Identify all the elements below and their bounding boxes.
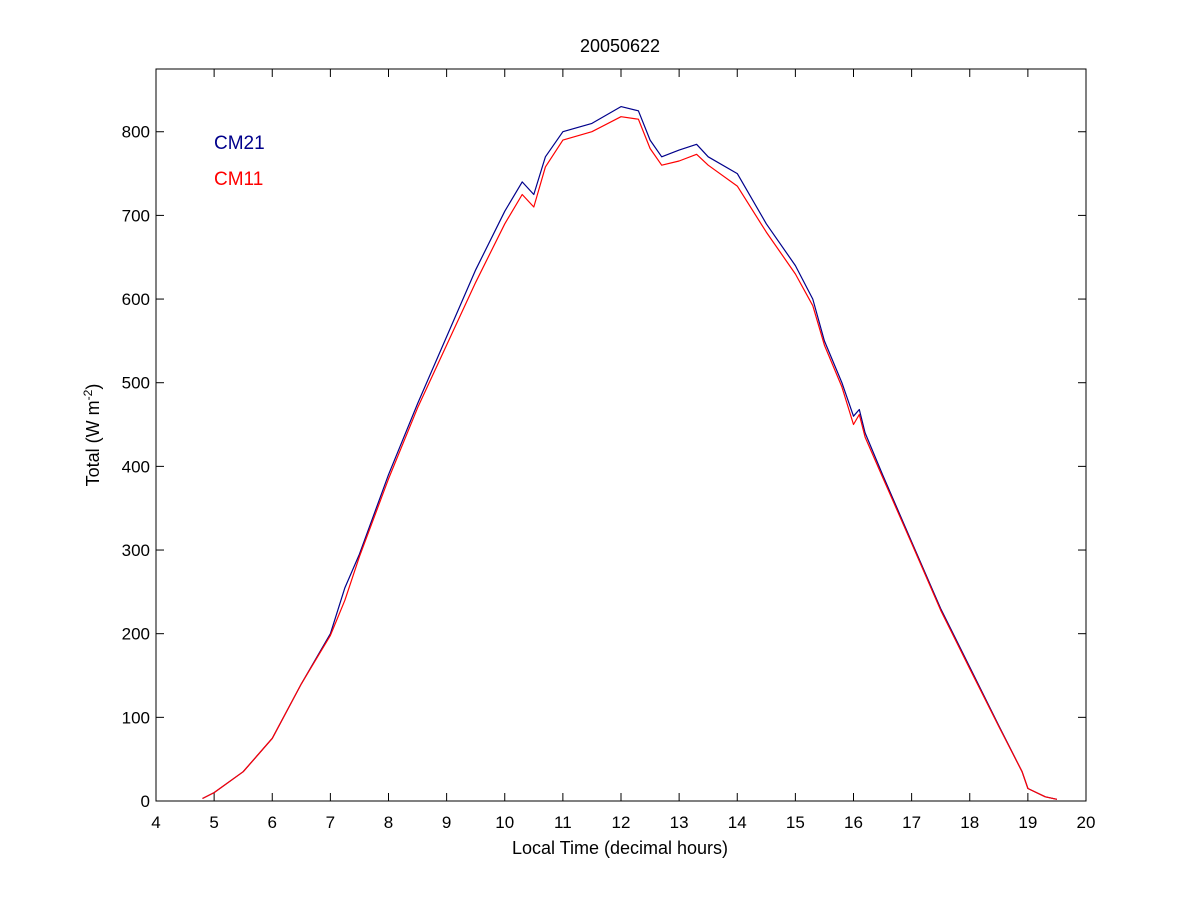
y-tick-label: 300 xyxy=(122,541,150,560)
y-axis-title: Total (W m-2) xyxy=(81,384,103,487)
y-tick-label: 500 xyxy=(122,374,150,393)
x-tick-label: 14 xyxy=(728,813,747,832)
x-tick-label: 9 xyxy=(442,813,451,832)
series-line-cm21 xyxy=(202,105,1058,800)
y-tick-label: 600 xyxy=(122,290,150,309)
x-tick-label: 4 xyxy=(151,813,160,832)
x-tick-label: 19 xyxy=(1018,813,1037,832)
x-axis: 4 5 6 7 8 9 10 11 12 13 14 15 16 17 18 19 20 xyxy=(151,69,1095,832)
x-tick-label: 7 xyxy=(326,813,335,832)
x-tick-label: 10 xyxy=(495,813,514,832)
x-tick-label: 13 xyxy=(670,813,689,832)
y-tick-label: 400 xyxy=(122,457,150,476)
y-axis-title-close: ) xyxy=(83,384,103,390)
y-tick-label: 100 xyxy=(122,708,150,727)
x-tick-label: 5 xyxy=(209,813,218,832)
x-tick-label: 18 xyxy=(960,813,979,832)
y-axis: 0 100 200 300 400 500 600 700 800 xyxy=(122,123,1086,811)
y-tick-label: 700 xyxy=(122,206,150,225)
series-line-cm11 xyxy=(202,116,1058,800)
series-layer xyxy=(202,105,1058,800)
legend-entry-cm11: CM11 xyxy=(214,169,263,190)
x-axis-title: Local Time (decimal hours) xyxy=(512,838,728,858)
x-tick-label: 17 xyxy=(902,813,921,832)
y-tick-label: 200 xyxy=(122,625,150,644)
x-tick-label: 20 xyxy=(1077,813,1096,832)
x-tick-label: 15 xyxy=(786,813,805,832)
legend-entry-cm21: CM21 xyxy=(214,133,265,154)
legend: CM21 CM11 xyxy=(214,133,265,190)
x-tick-label: 16 xyxy=(844,813,863,832)
chart-title: 20050622 xyxy=(580,36,660,56)
y-tick-label: 0 xyxy=(141,792,150,811)
x-tick-label: 6 xyxy=(268,813,277,832)
y-tick-label: 800 xyxy=(122,123,150,142)
x-tick-label: 8 xyxy=(384,813,393,832)
plot-area xyxy=(155,68,1087,802)
x-tick-label: 11 xyxy=(554,813,572,832)
x-tick-label: 12 xyxy=(612,813,631,832)
y-axis-title-superscript: -2 xyxy=(81,389,95,400)
y-axis-title-main: Total (W m xyxy=(83,400,103,486)
